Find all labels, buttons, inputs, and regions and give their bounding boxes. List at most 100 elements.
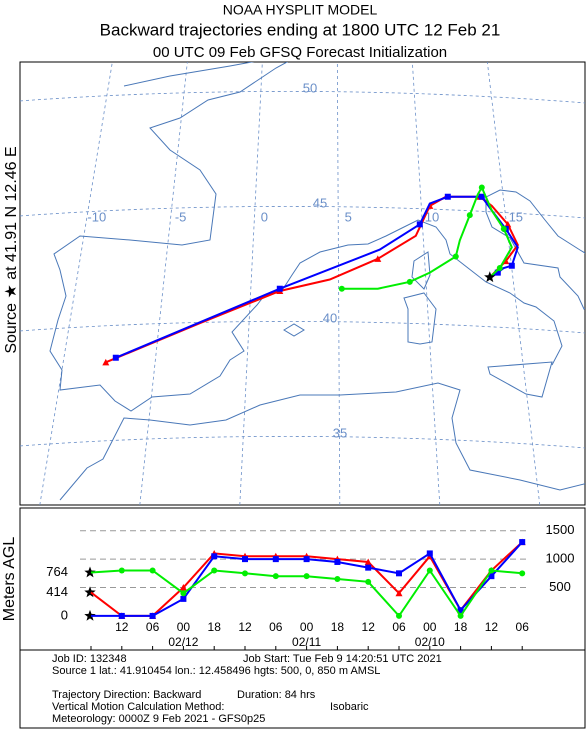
trajectories — [102, 184, 519, 366]
title: NOAA HYSPLIT MODEL — [223, 2, 378, 18]
y-tick-label: 1500 — [546, 522, 575, 537]
marker — [365, 564, 372, 571]
x-tick-label: 00 — [300, 620, 314, 634]
marker — [396, 612, 402, 619]
start-height-label: 414 — [46, 584, 68, 599]
lon-label: -10 — [87, 209, 106, 224]
x-tick-label: 06 — [516, 620, 530, 634]
direction: Trajectory Direction: Backward — [52, 689, 201, 701]
marker — [478, 193, 485, 200]
coastline — [282, 189, 585, 366]
lon-label: 10 — [425, 209, 439, 224]
marker — [334, 558, 341, 565]
coastline — [123, 62, 255, 87]
duration: Duration: 84 hrs — [237, 689, 316, 701]
trajectory — [115, 195, 519, 359]
lat-label: 50 — [303, 80, 317, 95]
lon-label: 0 — [261, 209, 268, 224]
grid-line — [336, 62, 341, 505]
grid-line — [20, 91, 585, 104]
x-tick-label: 12 — [115, 620, 129, 634]
marker — [416, 221, 423, 228]
y-tick-label: 1000 — [546, 551, 575, 566]
marker — [478, 184, 485, 191]
marker — [118, 612, 125, 619]
marker — [102, 358, 110, 366]
start-height-label: 764 — [46, 564, 68, 579]
job-start: Job Start: Tue Feb 9 14:20:51 UTC 2021 — [243, 653, 442, 665]
marker — [519, 570, 526, 577]
map-frame — [19, 61, 586, 506]
marker — [488, 567, 495, 574]
date-label: 02/10 — [415, 635, 445, 649]
date-label: 02/12 — [168, 635, 198, 649]
marker — [364, 558, 372, 565]
x-tick-label: 18 — [331, 620, 345, 634]
x-tick-label: 06 — [269, 620, 283, 634]
marker — [406, 278, 413, 285]
marker — [374, 255, 382, 262]
marker — [466, 212, 473, 219]
coastline — [403, 292, 437, 345]
marker — [149, 567, 156, 574]
x-tick-label: 00 — [423, 620, 437, 634]
marker — [149, 612, 156, 619]
marker — [500, 225, 507, 232]
marker — [426, 567, 433, 574]
x-tick-label: 12 — [485, 620, 499, 634]
x-tick-label: 18 — [454, 620, 468, 634]
vertical-method-value: Isobaric — [330, 701, 369, 713]
trajectory — [105, 195, 519, 364]
coastline — [59, 382, 585, 501]
marker — [395, 589, 403, 597]
x-tick-label: 00 — [177, 620, 191, 634]
date-label: 02/11 — [292, 635, 321, 649]
grid-line — [486, 62, 541, 505]
x-tick-label: 12 — [238, 620, 252, 634]
coastline — [487, 361, 553, 398]
footer-frame — [19, 649, 586, 729]
marker — [242, 570, 248, 577]
marker — [396, 570, 402, 577]
subtitle: Backward trajectories ending at 1800 UTC… — [100, 20, 501, 39]
star — [84, 609, 96, 621]
marker — [303, 556, 310, 563]
marker — [457, 612, 464, 619]
marker — [338, 285, 345, 292]
lat-label: 35 — [333, 425, 347, 440]
marker — [334, 576, 341, 582]
lat-label: 40 — [323, 310, 337, 325]
star — [484, 271, 496, 283]
source-info: Source 1 lat.: 41.910454 lon.: 12.458496… — [52, 665, 380, 677]
marker — [508, 262, 515, 269]
x-tick-label: 12 — [362, 620, 376, 634]
grid-line — [139, 62, 188, 505]
grid-line — [20, 206, 585, 219]
marker — [426, 550, 433, 557]
vertical-method: Vertical Motion Calculation Method: — [52, 701, 224, 713]
marker — [519, 539, 526, 546]
star — [84, 586, 96, 598]
marker — [303, 573, 310, 580]
lon-label: 5 — [345, 209, 352, 224]
coastlines — [49, 62, 585, 501]
coastline — [49, 62, 289, 412]
x-tick-label: 06 — [146, 620, 160, 634]
meteorology: Meteorology: 0000Z 9 Feb 2021 - GFS0p25 — [52, 713, 265, 725]
marker — [272, 573, 279, 580]
lat-label: 45 — [313, 195, 327, 210]
marker — [272, 556, 279, 563]
coastline — [411, 251, 431, 290]
lon-label: -5 — [175, 209, 187, 224]
marker — [496, 265, 503, 272]
y-tick-label: 500 — [549, 579, 571, 594]
marker — [180, 595, 187, 602]
grid-line — [20, 321, 585, 334]
lon-label: 15 — [509, 209, 523, 224]
marker — [242, 556, 248, 563]
marker — [112, 354, 119, 361]
marker — [211, 567, 218, 574]
coastline — [283, 323, 305, 337]
